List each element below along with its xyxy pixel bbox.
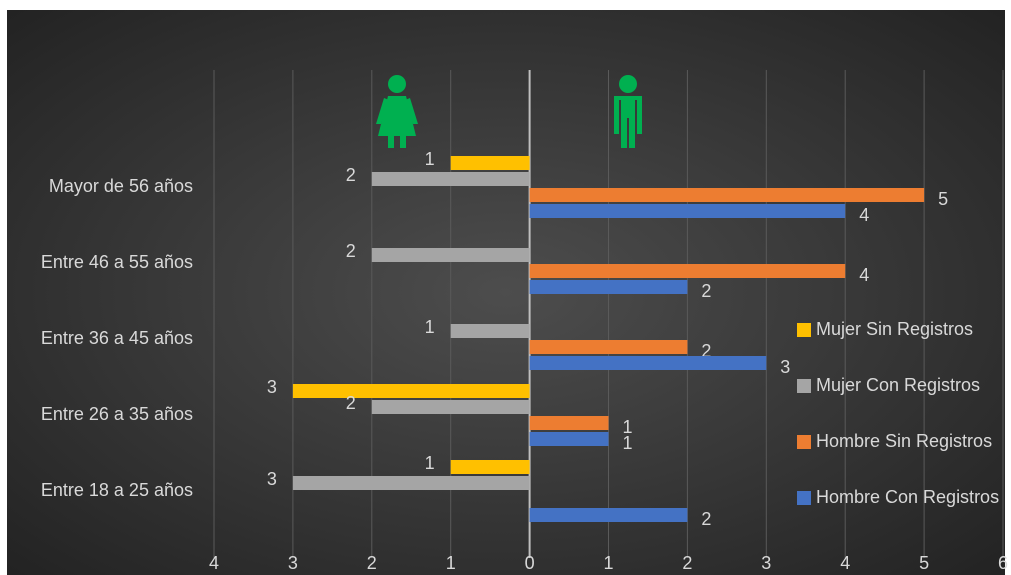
data-label: 2 bbox=[701, 281, 711, 301]
bar bbox=[450, 156, 530, 170]
bar bbox=[529, 508, 688, 522]
legend-label: Mujer Con Registros bbox=[816, 375, 980, 395]
data-label: 1 bbox=[425, 317, 435, 337]
x-tick-label: 3 bbox=[761, 553, 771, 573]
male-icon bbox=[614, 75, 642, 148]
data-label: 1 bbox=[623, 433, 633, 453]
data-label: 2 bbox=[701, 509, 711, 529]
bar bbox=[529, 340, 688, 354]
bar bbox=[450, 460, 530, 474]
x-tick-label: 3 bbox=[288, 553, 298, 573]
category-label: Entre 26 a 35 años bbox=[41, 404, 193, 424]
category-label: Entre 46 a 55 años bbox=[41, 252, 193, 272]
legend-swatch bbox=[797, 435, 811, 449]
bar bbox=[529, 432, 609, 446]
category-label: Mayor de 56 años bbox=[49, 176, 193, 196]
female-icon bbox=[376, 75, 418, 148]
data-label: 4 bbox=[859, 205, 869, 225]
data-label: 3 bbox=[267, 377, 277, 397]
data-label: 3 bbox=[780, 357, 790, 377]
data-label: 1 bbox=[425, 453, 435, 473]
bar bbox=[450, 324, 530, 338]
legend-swatch bbox=[797, 379, 811, 393]
x-tick-label: 6 bbox=[998, 553, 1008, 573]
data-label: 2 bbox=[346, 165, 356, 185]
data-label: 4 bbox=[859, 265, 869, 285]
x-tick-label: 0 bbox=[525, 553, 535, 573]
bar bbox=[529, 280, 688, 294]
legend-label: Hombre Con Registros bbox=[816, 487, 999, 507]
bar bbox=[529, 204, 846, 218]
category-label: Entre 18 a 25 años bbox=[41, 480, 193, 500]
legend-label: Mujer Sin Registros bbox=[816, 319, 973, 339]
legend-swatch bbox=[797, 491, 811, 505]
data-label: 1 bbox=[623, 417, 633, 437]
data-label: 2 bbox=[346, 393, 356, 413]
x-tick-label: 1 bbox=[603, 553, 613, 573]
bar bbox=[529, 416, 609, 430]
bar bbox=[529, 264, 846, 278]
x-tick-label: 2 bbox=[367, 553, 377, 573]
bar bbox=[529, 356, 767, 370]
bar bbox=[371, 400, 530, 414]
x-tick-label: 5 bbox=[919, 553, 929, 573]
bar bbox=[371, 248, 530, 262]
data-label: 1 bbox=[425, 149, 435, 169]
bar bbox=[529, 188, 925, 202]
x-tick-label: 2 bbox=[682, 553, 692, 573]
bar bbox=[292, 384, 530, 398]
data-label: 2 bbox=[701, 341, 711, 361]
legend-label: Hombre Sin Registros bbox=[816, 431, 992, 451]
data-label: 2 bbox=[346, 241, 356, 261]
bar bbox=[292, 476, 530, 490]
data-label: 5 bbox=[938, 189, 948, 209]
x-tick-label: 4 bbox=[840, 553, 850, 573]
category-label: Entre 36 a 45 años bbox=[41, 328, 193, 348]
legend-swatch bbox=[797, 323, 811, 337]
x-tick-label: 1 bbox=[446, 553, 456, 573]
x-tick-label: 4 bbox=[209, 553, 219, 573]
data-label: 3 bbox=[267, 469, 277, 489]
bar bbox=[371, 172, 530, 186]
